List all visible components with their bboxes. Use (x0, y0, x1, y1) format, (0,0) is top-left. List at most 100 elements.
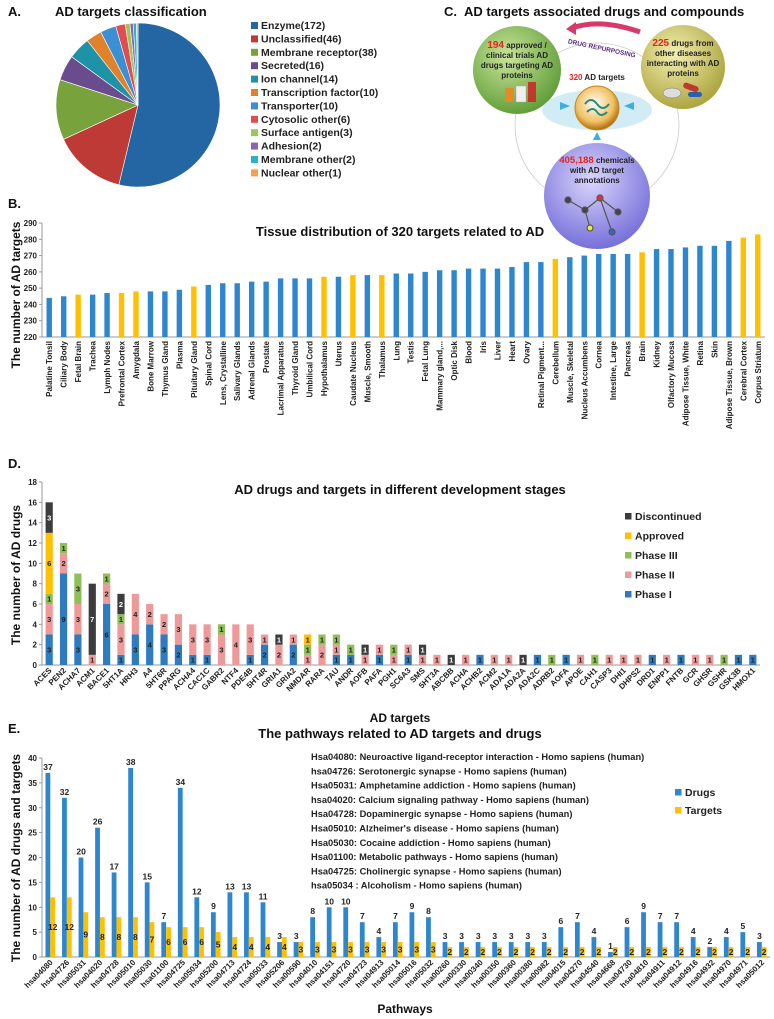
other-drugs-line: other diseases (655, 49, 712, 58)
tissue-bar (393, 273, 399, 337)
segment-value-label: 3 (76, 585, 80, 594)
segment-value-label: 2 (176, 651, 180, 660)
drugs-value-label: 8 (310, 906, 315, 916)
segment-value-label: 3 (76, 646, 80, 655)
drugs-bar (260, 902, 266, 957)
targets-value-label: 4 (249, 942, 254, 952)
tissue-label: Adipose Tissue, White (681, 340, 690, 426)
segment-value-label: 3 (133, 646, 137, 655)
segment-value-label: 1 (535, 656, 539, 665)
tissue-bar (480, 268, 486, 337)
stages-chart-title: AD drugs and targets in different develo… (234, 482, 566, 497)
panel-a: A. AD targets classification Enzyme(172)… (8, 4, 378, 188)
stages-legend: Discontinued Approved Phase III Phase II Pha… (625, 511, 702, 601)
tissue-label: Mammary gland,... (436, 341, 445, 411)
y-tick-label: 10 (28, 903, 37, 912)
segment-value-label: 1 (334, 635, 338, 644)
segment-value-label: 1 (406, 646, 410, 655)
tissue-label: Brain (638, 341, 647, 362)
pie-slice (55, 79, 139, 140)
targets-value-label: 2 (563, 947, 568, 957)
drugs-value-label: 7 (360, 911, 365, 921)
segment-value-label: 1 (61, 544, 65, 553)
segment-value-label: 4 (148, 640, 153, 649)
targets-value-label: 5 (216, 940, 221, 950)
tissue-label: Lens, Crystalline (219, 340, 228, 405)
tissue-bar (292, 278, 298, 337)
targets-bar (596, 947, 602, 957)
legend-swatch (251, 75, 258, 83)
drugs-value-label: 13 (242, 881, 252, 891)
tissue-bar (335, 276, 342, 337)
pathway-description: Hsa04725: Cholinergic synapse - Homo sap… (311, 866, 562, 876)
legend-label: Transporter(10) (261, 100, 338, 112)
targets-bar (331, 942, 337, 957)
drugs-bar (508, 942, 514, 957)
chemicals-line: with AD target (569, 166, 624, 175)
legend-label: Drugs (685, 787, 715, 799)
targets-bar (745, 947, 751, 957)
tissue-label: Muscle, Smooth (363, 341, 372, 402)
targets-bar (133, 917, 138, 957)
drugs-bar (277, 942, 282, 957)
legend-swatch (675, 789, 682, 796)
tissue-bar (682, 247, 689, 337)
targets-value-label: 3 (348, 945, 353, 955)
targets-value-label: 6 (199, 937, 204, 947)
drugs-bar (459, 942, 464, 957)
legend-swatch (251, 129, 258, 137)
stage-segment-phase1 (734, 654, 743, 665)
segment-value-label: 2 (61, 559, 65, 568)
tissue-label: Hypothalamus (320, 340, 329, 396)
tissue-bar (133, 291, 139, 337)
targets-bar (662, 947, 668, 957)
tissue-bar (552, 258, 559, 337)
targets-bar (679, 947, 684, 957)
panel-e: E. The pathways related to AD targets an… (8, 721, 770, 1016)
targets-value-label: 3 (398, 945, 403, 955)
y-tick-label: 2 (33, 641, 38, 650)
drugs-value-label: 26 (93, 817, 103, 827)
targets-bar (298, 942, 304, 957)
targets-bar (430, 942, 436, 957)
y-tick-label: 270 (24, 252, 38, 261)
tissue-label: Intestine, Large (609, 340, 618, 400)
segment-value-label: 2 (105, 590, 109, 599)
tissue-label: Optic Disk (450, 340, 459, 380)
tissue-bar (118, 293, 125, 337)
drugs-value-label: 3 (542, 931, 547, 941)
segment-value-label: 3 (47, 615, 51, 624)
tissue-y-axis-label: The number of AD targets (9, 221, 23, 368)
segment-value-label: 1 (507, 656, 511, 665)
stage-segment-phase3 (59, 543, 68, 554)
drugs-bar (558, 927, 564, 957)
tissue-bar (596, 253, 602, 337)
tissue-bar (711, 245, 718, 337)
drugs-value-label: 13 (225, 881, 235, 891)
stage-segment-phase1 (648, 654, 656, 665)
segment-value-label: 1 (334, 656, 338, 665)
stage-segment-phase3 (318, 634, 326, 645)
drugs-bar (392, 922, 398, 957)
targets-value-label: 2 (712, 947, 717, 957)
drugs-bar (624, 927, 630, 957)
drugs-value-label: 4 (691, 926, 696, 936)
diagram-title: AD targets associated drugs and compound… (464, 4, 744, 19)
y-tick-label: 12 (28, 539, 37, 548)
pathway-annotations: Hsa04080: Neuroactive ligand-receptor in… (311, 752, 644, 891)
drugs-value-label: 37 (43, 762, 53, 772)
stage-segment-discontinued (117, 593, 125, 615)
panel-label-c: C. (444, 4, 457, 19)
drugs-bar (475, 942, 481, 957)
approved-drugs-line: clinical trials AD (486, 51, 548, 60)
segment-value-label: 6 (105, 630, 109, 639)
stage-segment-phase2 (88, 654, 96, 665)
tissue-bar (75, 294, 81, 337)
tissue-bar (436, 270, 443, 337)
pie-chart (55, 22, 221, 188)
targets-bar (761, 947, 767, 957)
drugs-bar (657, 922, 663, 957)
drugs-value-label: 3 (294, 931, 299, 941)
drugs-bar (95, 827, 100, 957)
other-drugs-line: proteins (667, 69, 699, 78)
